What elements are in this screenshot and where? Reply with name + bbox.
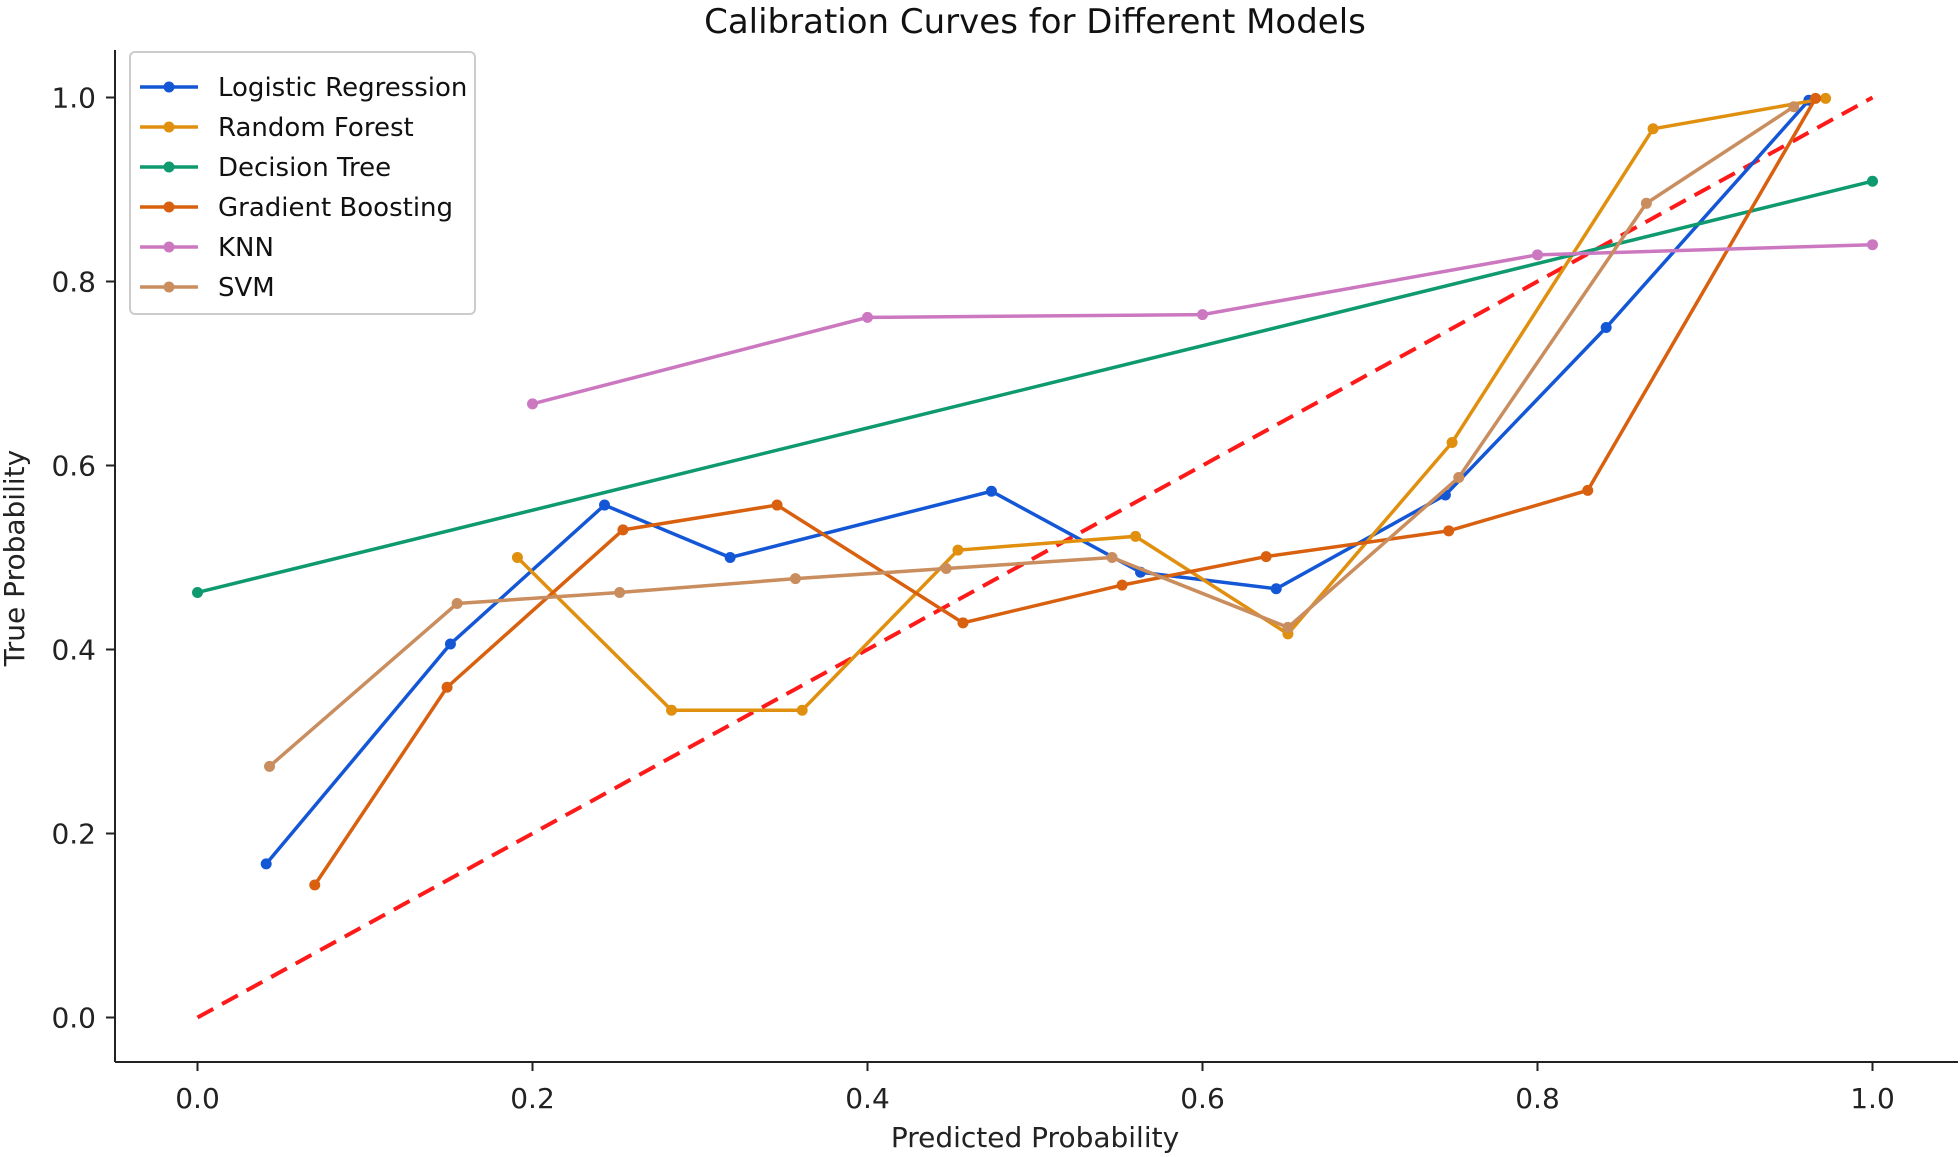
x-tick-label: 0.2 (510, 1082, 555, 1115)
series-random-forest (511, 92, 1832, 716)
data-point-svm (1106, 552, 1118, 563)
y-tick-label: 0.2 (51, 818, 96, 851)
data-point-logistic-regression (724, 552, 736, 563)
series-knn (527, 239, 1878, 410)
data-point-gradient-boosting (309, 879, 321, 891)
legend: Logistic Regression Random Forest Decision… (129, 51, 476, 315)
data-point-random-forest (1130, 530, 1141, 542)
data-point-gradient-boosting (617, 524, 629, 536)
data-point-svm (789, 573, 801, 585)
series-line-gradient-boosting (313, 97, 1818, 886)
data-point-random-forest (952, 544, 964, 556)
x-tick-label: 1.0 (1850, 1082, 1895, 1115)
series-line-decision-tree (197, 179, 1873, 595)
legend-label-logistic-regression: Logistic Regression (218, 73, 467, 103)
data-point-logistic-regression (1600, 322, 1612, 333)
data-point-decision-tree (192, 586, 203, 598)
series-logistic-regression (260, 94, 1815, 870)
data-point-decision-tree (1867, 175, 1878, 187)
legend-marker-logistic-regression (163, 81, 175, 93)
data-point-svm (940, 563, 952, 575)
data-point-logistic-regression (260, 858, 272, 870)
legend-label-gradient-boosting: Gradient Boosting (218, 193, 453, 223)
series-group (192, 92, 1878, 891)
legend-marker-svm (163, 281, 175, 293)
data-point-gradient-boosting (441, 681, 453, 693)
reference-line (196, 95, 1874, 1020)
legend-label-svm: SVM (218, 273, 275, 303)
data-point-knn (527, 398, 538, 410)
legend-box (129, 51, 476, 315)
data-point-random-forest (1647, 123, 1659, 135)
data-point-gradient-boosting (1582, 484, 1594, 496)
legend-label-knn: KNN (218, 233, 274, 263)
data-point-svm (614, 586, 626, 598)
data-point-gradient-boosting (1443, 525, 1455, 537)
legend-label-decision-tree: Decision Tree (218, 153, 391, 183)
y-tick-label: 0.8 (51, 266, 96, 299)
data-point-svm (1453, 471, 1465, 483)
x-axis-label: Predicted Probability (891, 1121, 1179, 1154)
series-svm (264, 101, 1800, 772)
y-tick-label: 0.6 (51, 450, 96, 483)
y-tick-label: 1.0 (51, 82, 96, 115)
perfect-calibration-line (196, 95, 1874, 1020)
data-point-random-forest (1446, 437, 1458, 448)
series-gradient-boosting (309, 92, 1822, 891)
data-point-logistic-regression (985, 485, 997, 497)
data-point-svm (1282, 621, 1294, 633)
series-line-knn (532, 242, 1873, 406)
x-tick-label: 0.8 (1515, 1082, 1560, 1115)
data-point-gradient-boosting (771, 499, 783, 511)
data-point-random-forest (666, 704, 678, 716)
series-decision-tree (192, 175, 1878, 598)
series-line-svm (268, 105, 1795, 768)
data-point-knn (1532, 249, 1543, 261)
data-point-gradient-boosting (1810, 92, 1822, 104)
series-line-logistic-regression (264, 99, 1811, 865)
data-point-gradient-boosting (1116, 579, 1128, 591)
data-point-logistic-regression (1270, 583, 1282, 595)
x-ticks: 0.0 0.2 0.4 0.6 0.8 1.0 (175, 1062, 1895, 1115)
data-point-knn (1197, 309, 1208, 321)
legend-marker-decision-tree (163, 161, 175, 173)
data-point-svm (264, 760, 276, 772)
data-point-random-forest (796, 704, 808, 716)
legend-marker-knn (163, 241, 175, 253)
data-point-knn (1867, 239, 1878, 251)
y-tick-label: 0.4 (51, 634, 96, 667)
data-point-logistic-regression (444, 638, 456, 650)
chart-title: Calibration Curves for Different Models (704, 2, 1366, 42)
data-point-random-forest (511, 552, 523, 563)
y-tick-label: 0.0 (51, 1002, 96, 1035)
data-point-svm (1640, 197, 1652, 209)
data-point-svm (1788, 101, 1800, 113)
x-tick-label: 0.0 (175, 1082, 220, 1115)
data-point-logistic-regression (599, 499, 611, 511)
series-line-random-forest (516, 96, 1826, 712)
legend-marker-random-forest (163, 121, 175, 133)
legend-label-random-forest: Random Forest (218, 113, 414, 143)
x-tick-label: 0.6 (1180, 1082, 1225, 1115)
y-ticks: 0.0 0.2 0.4 0.6 0.8 1.0 (51, 82, 115, 1035)
y-axis-label: True Probability (0, 450, 31, 667)
data-point-random-forest (1820, 92, 1832, 104)
x-tick-label: 0.4 (845, 1082, 890, 1115)
data-point-svm (451, 598, 463, 609)
data-point-knn (862, 311, 873, 323)
data-point-gradient-boosting (957, 617, 969, 629)
data-point-gradient-boosting (1260, 551, 1272, 563)
legend-marker-gradient-boosting (163, 201, 175, 213)
